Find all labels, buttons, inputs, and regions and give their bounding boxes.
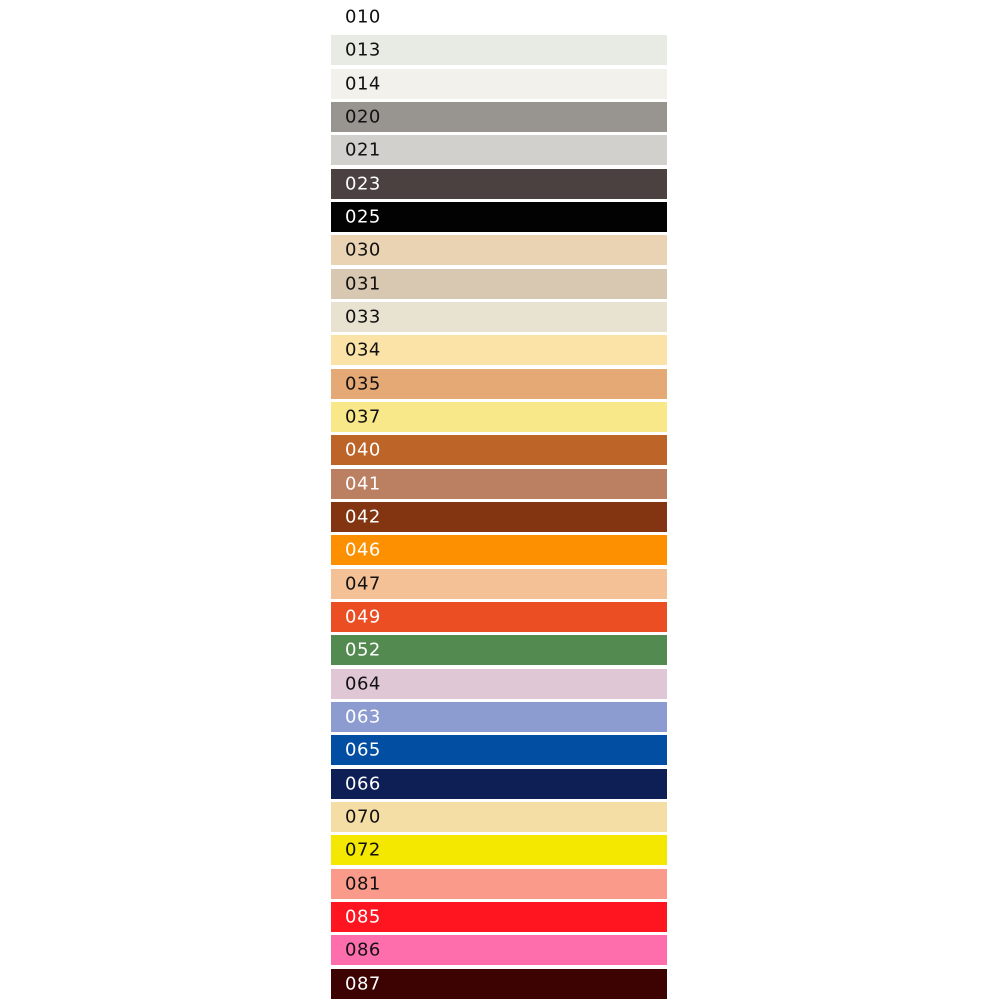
swatch-code-label: 013 — [345, 39, 381, 61]
swatch-code-label: 047 — [345, 573, 381, 595]
color-swatch-040: 040 — [331, 435, 667, 466]
color-swatch-047: 047 — [331, 568, 667, 599]
swatch-code-label: 030 — [345, 239, 381, 261]
color-swatch-031: 031 — [331, 268, 667, 299]
swatch-code-label: 086 — [345, 939, 381, 961]
swatch-code-label: 052 — [345, 639, 381, 661]
color-swatch-070: 070 — [331, 802, 667, 832]
color-swatch-066: 066 — [331, 768, 667, 799]
swatch-code-label: 010 — [345, 6, 381, 28]
color-swatch-034: 034 — [331, 335, 667, 366]
swatch-code-label: 072 — [345, 839, 381, 861]
swatch-code-label: 031 — [345, 273, 381, 295]
color-swatch-081: 081 — [331, 868, 667, 899]
swatch-code-label: 042 — [345, 506, 381, 528]
color-swatch-010: 010 — [331, 2, 667, 32]
color-swatch-064: 064 — [331, 668, 667, 699]
swatch-code-label: 040 — [345, 439, 381, 461]
color-swatch-086: 086 — [331, 935, 667, 966]
color-swatch-013: 013 — [331, 35, 667, 66]
color-swatch-042: 042 — [331, 502, 667, 532]
color-swatch-014: 014 — [331, 68, 667, 99]
swatch-code-label: 063 — [345, 706, 381, 728]
swatch-code-label: 064 — [345, 673, 381, 695]
color-swatch-052: 052 — [331, 635, 667, 666]
swatch-code-label: 034 — [345, 339, 381, 361]
color-swatch-list: 010 013 014 020 021 023 025 030 031 033 034 035 037 0… — [331, 0, 667, 1000]
color-swatch-063: 063 — [331, 702, 667, 732]
color-swatch-030: 030 — [331, 235, 667, 266]
color-swatch-085: 085 — [331, 902, 667, 932]
swatch-code-label: 081 — [345, 873, 381, 895]
color-swatch-087: 087 — [331, 968, 667, 999]
swatch-code-label: 049 — [345, 606, 381, 628]
color-swatch-035: 035 — [331, 368, 667, 399]
swatch-code-label: 014 — [345, 73, 381, 95]
swatch-code-label: 070 — [345, 806, 381, 828]
swatch-code-label: 087 — [345, 973, 381, 995]
swatch-code-label: 041 — [345, 473, 381, 495]
color-swatch-023: 023 — [331, 168, 667, 199]
color-swatch-041: 041 — [331, 468, 667, 499]
swatch-code-label: 035 — [345, 373, 381, 395]
swatch-code-label: 037 — [345, 406, 381, 428]
swatch-code-label: 066 — [345, 773, 381, 795]
color-swatch-049: 049 — [331, 602, 667, 632]
swatch-code-label: 020 — [345, 106, 381, 128]
swatch-code-label: 021 — [345, 139, 381, 161]
swatch-code-label: 065 — [345, 739, 381, 761]
swatch-code-label: 023 — [345, 173, 381, 195]
swatch-code-label: 025 — [345, 206, 381, 228]
color-swatch-072: 072 — [331, 835, 667, 866]
color-swatch-037: 037 — [331, 402, 667, 432]
color-swatch-033: 033 — [331, 302, 667, 332]
color-swatch-065: 065 — [331, 735, 667, 766]
color-swatch-046: 046 — [331, 535, 667, 566]
color-swatch-021: 021 — [331, 135, 667, 166]
color-swatch-025: 025 — [331, 202, 667, 232]
color-swatch-020: 020 — [331, 102, 667, 132]
swatch-code-label: 085 — [345, 906, 381, 928]
swatch-code-label: 046 — [345, 539, 381, 561]
swatch-code-label: 033 — [345, 306, 381, 328]
